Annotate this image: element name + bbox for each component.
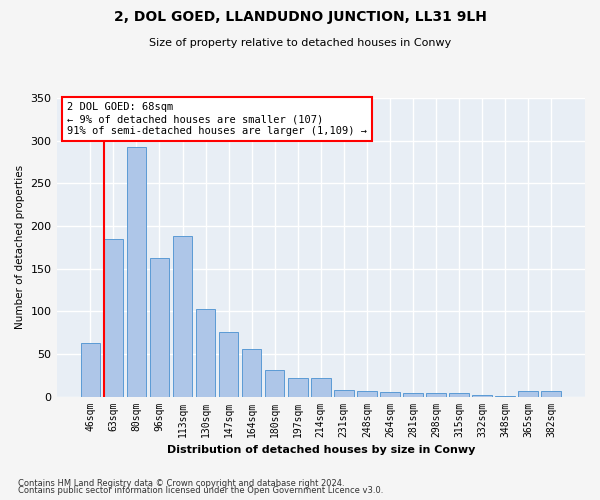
Y-axis label: Number of detached properties: Number of detached properties (15, 165, 25, 330)
Bar (104, 238, 123, 396)
Bar (311, 378, 331, 396)
Bar (173, 236, 193, 396)
X-axis label: Distribution of detached houses by size in Conwy: Distribution of detached houses by size … (167, 445, 475, 455)
Bar (403, 393, 423, 396)
Bar (288, 378, 308, 396)
Bar (127, 146, 146, 396)
Bar (196, 308, 215, 396)
Bar (472, 395, 492, 396)
Bar (357, 390, 377, 396)
Bar (80, 343, 100, 396)
Text: Contains HM Land Registry data © Crown copyright and database right 2024.: Contains HM Land Registry data © Crown c… (18, 478, 344, 488)
Bar (426, 393, 446, 396)
Bar (449, 393, 469, 396)
Bar (541, 390, 561, 396)
Text: Contains public sector information licensed under the Open Government Licence v3: Contains public sector information licen… (18, 486, 383, 495)
Bar (334, 390, 353, 396)
Text: 2, DOL GOED, LLANDUDNO JUNCTION, LL31 9LH: 2, DOL GOED, LLANDUDNO JUNCTION, LL31 9L… (113, 10, 487, 24)
Bar (518, 390, 538, 396)
Text: Size of property relative to detached houses in Conwy: Size of property relative to detached ho… (149, 38, 451, 48)
Bar (380, 392, 400, 396)
Text: 2 DOL GOED: 68sqm
← 9% of detached houses are smaller (107)
91% of semi-detached: 2 DOL GOED: 68sqm ← 9% of detached house… (67, 102, 367, 136)
Bar (242, 349, 262, 397)
Bar (149, 258, 169, 396)
Bar (265, 370, 284, 396)
Bar (219, 332, 238, 396)
